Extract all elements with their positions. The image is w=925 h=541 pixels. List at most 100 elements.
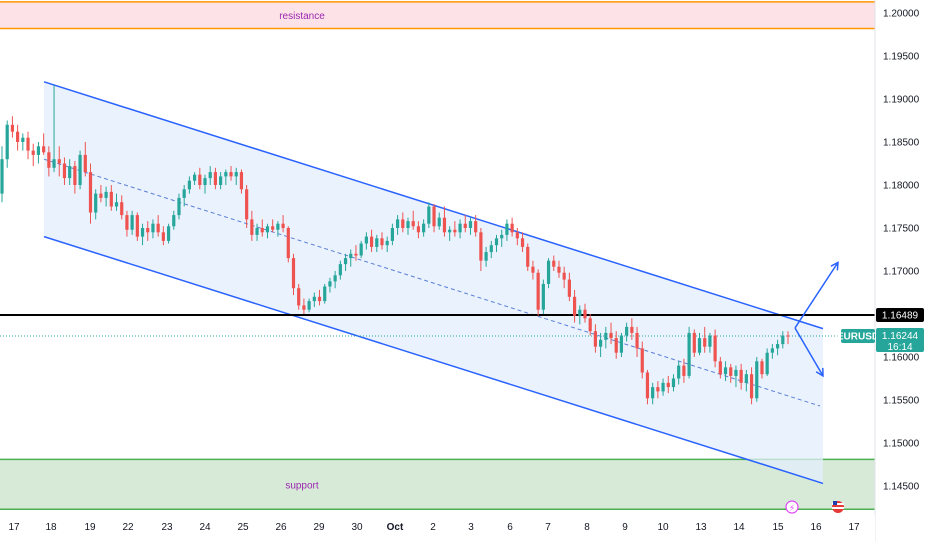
candle-body — [286, 228, 290, 259]
candle-body — [677, 365, 681, 379]
candle — [68, 159, 72, 185]
candle — [396, 215, 400, 235]
candle — [354, 245, 358, 261]
candle-body — [422, 223, 426, 233]
candle — [682, 358, 686, 383]
candle — [505, 219, 509, 241]
candle-body — [458, 223, 462, 233]
time-tick-label: 25 — [237, 522, 249, 533]
candle-body — [474, 221, 478, 233]
candle — [10, 116, 15, 138]
candle — [369, 229, 374, 253]
candle — [666, 375, 670, 394]
support-zone — [0, 459, 875, 510]
candle — [557, 260, 561, 278]
candle-body — [671, 378, 676, 388]
us-flag-stripe — [832, 507, 844, 509]
candle-body — [734, 369, 738, 376]
candle — [333, 271, 337, 289]
time-tick-label: 26 — [275, 522, 287, 533]
candle — [109, 185, 113, 211]
candle — [677, 361, 681, 385]
candle — [323, 283, 327, 304]
candle-body — [369, 236, 374, 247]
candle-body — [599, 339, 603, 347]
candle — [5, 120, 9, 168]
candle-body — [515, 232, 519, 239]
candle-body — [21, 137, 25, 142]
candle — [661, 378, 665, 396]
candle-body — [297, 288, 301, 306]
candle — [125, 210, 129, 237]
resistance-label: resistance — [279, 11, 325, 22]
candle-body — [463, 223, 467, 228]
candle-body — [88, 172, 93, 213]
symbol-tag — [841, 329, 875, 344]
candle — [552, 255, 556, 271]
candle — [526, 243, 530, 271]
time-tick-label: 15 — [772, 522, 784, 533]
candle-body — [588, 318, 592, 332]
candle — [198, 167, 202, 190]
time-tick-label: 14 — [733, 522, 745, 533]
candle-body — [380, 238, 384, 246]
candle — [406, 217, 410, 235]
candle — [203, 174, 207, 194]
candle-body — [291, 258, 296, 289]
candle-body — [755, 361, 759, 399]
candle — [416, 221, 421, 239]
candle-body — [140, 228, 145, 237]
candle-body — [718, 361, 722, 375]
price-tick-label: 1.15500 — [883, 396, 920, 407]
time-tick-label: 8 — [584, 522, 590, 533]
channel-upper-line — [43, 81, 824, 330]
candle-body — [432, 206, 436, 227]
last-price-countdown: 16:14 — [887, 342, 912, 353]
candle — [135, 212, 139, 241]
candle-body — [401, 219, 405, 228]
support-label: support — [285, 480, 319, 491]
candle-body — [661, 382, 665, 392]
candle — [729, 363, 733, 383]
candle-body — [213, 172, 218, 185]
candle — [307, 298, 311, 313]
candle — [255, 223, 259, 241]
candle-body — [255, 228, 259, 235]
candle-body — [359, 243, 363, 256]
candle — [744, 369, 748, 392]
candle-body — [562, 272, 566, 280]
candle — [16, 124, 20, 151]
candle — [192, 172, 197, 185]
price-axis[interactable]: 1.20000 1.19500 1.19000 1.18500 1.18000 1.175… — [874, 0, 925, 541]
candle — [593, 324, 598, 353]
candle — [0, 146, 4, 203]
candle-body — [42, 146, 46, 153]
candle-body — [16, 131, 20, 142]
candle-body — [484, 252, 488, 261]
candle — [625, 322, 629, 342]
candle-body — [765, 352, 769, 375]
candle — [364, 232, 368, 250]
candle — [770, 344, 774, 359]
candle-body — [427, 206, 431, 224]
candle-body — [703, 338, 707, 347]
candle-body — [245, 189, 249, 220]
candle-body — [281, 223, 285, 228]
price-tick-label: 1.17500 — [883, 224, 920, 235]
time-tick-label: 10 — [657, 522, 669, 533]
candle — [760, 358, 764, 379]
time-axis[interactable]: 17 18 19 22 23 24 25 26 29 30 Oct 2 3 6 7 8 9 10 13 14 15 16 1… — [0, 500, 875, 541]
time-tick-label: 19 — [84, 522, 96, 533]
arrow-down-head — [815, 367, 824, 378]
candle — [427, 202, 431, 228]
candle-body — [744, 374, 748, 383]
candle-body — [250, 219, 254, 235]
candle — [83, 142, 87, 177]
candle-body — [343, 258, 348, 265]
candle — [541, 279, 545, 314]
candle — [645, 369, 650, 405]
candle-body — [729, 367, 733, 376]
candle — [57, 146, 61, 177]
candle-body — [630, 326, 634, 333]
